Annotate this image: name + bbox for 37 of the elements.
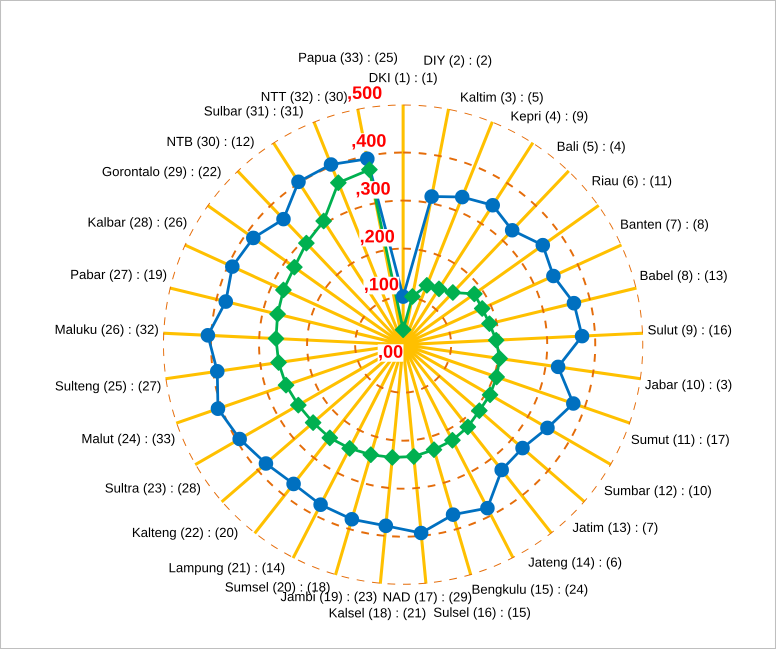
spoke-label: Kalbar (28) : (26): [88, 217, 186, 230]
y-tick-label: ,200: [360, 230, 394, 246]
spoke-label: DIY (2) : (2): [424, 55, 492, 68]
spoke-label: Riau (6) : (11): [592, 176, 672, 188]
spoke-label: Sulbar (31) : (31): [204, 106, 303, 118]
spoke-label: Sulut (9) : (16): [648, 324, 732, 338]
spoke-label: NAD (17) : (29): [384, 592, 472, 604]
spoke-label: Banten (7) : (8): [621, 219, 708, 232]
spoke-label: Jateng (14) : (6): [528, 557, 622, 570]
spoke-label: NTB (30) : (12): [168, 136, 254, 149]
y-tick-label: ,00: [379, 345, 402, 360]
spoke-label: Papua (33) : (25): [299, 52, 398, 65]
spoke-label: Bali (5) : (4): [558, 141, 625, 154]
y-tick-label: ,300: [356, 182, 390, 198]
y-tick-label: ,500: [348, 86, 382, 102]
spoke-label: Bengkulu (15) : (24): [472, 584, 588, 597]
spoke-label: NTT (32) : (30): [262, 91, 347, 104]
spoke-label: DKI (1) : (1): [370, 72, 437, 85]
y-tick-label: ,100: [365, 278, 398, 294]
spoke-label: Babel (8) : (13): [640, 270, 727, 283]
spoke-label: Malut (24) : (33): [82, 434, 174, 446]
spoke-label: Kepri (4) : (9): [512, 111, 588, 124]
spoke-label: Gorontalo (29) : (22): [102, 166, 221, 179]
spoke-label: Sulteng (25) : (27): [56, 380, 160, 394]
spoke-label: Kalsel (18) : (21): [330, 608, 426, 620]
spoke-label: Jatim (13) : (7): [572, 522, 658, 535]
spoke-label: Lampung (21) : (14): [170, 562, 284, 575]
spoke-label: Kalteng (22) : (20): [132, 527, 238, 540]
spoke-label: Sumbar (12) : (10): [604, 486, 711, 498]
spoke-label: Kaltim (3) : (5): [461, 92, 543, 104]
spoke-label: Maluku (26) : (32): [56, 324, 158, 337]
spoke-label: Sumut (11) : (17): [632, 434, 729, 447]
spoke-label: Sultra (23) : (28): [105, 482, 200, 496]
spoke-label: Jabar (10) : (3): [645, 380, 732, 392]
y-tick-label: ,400: [352, 134, 386, 150]
spoke-label: Pabar (27) : (19): [71, 269, 166, 282]
spoke-label: Sulsel (16) : (15): [434, 607, 530, 620]
